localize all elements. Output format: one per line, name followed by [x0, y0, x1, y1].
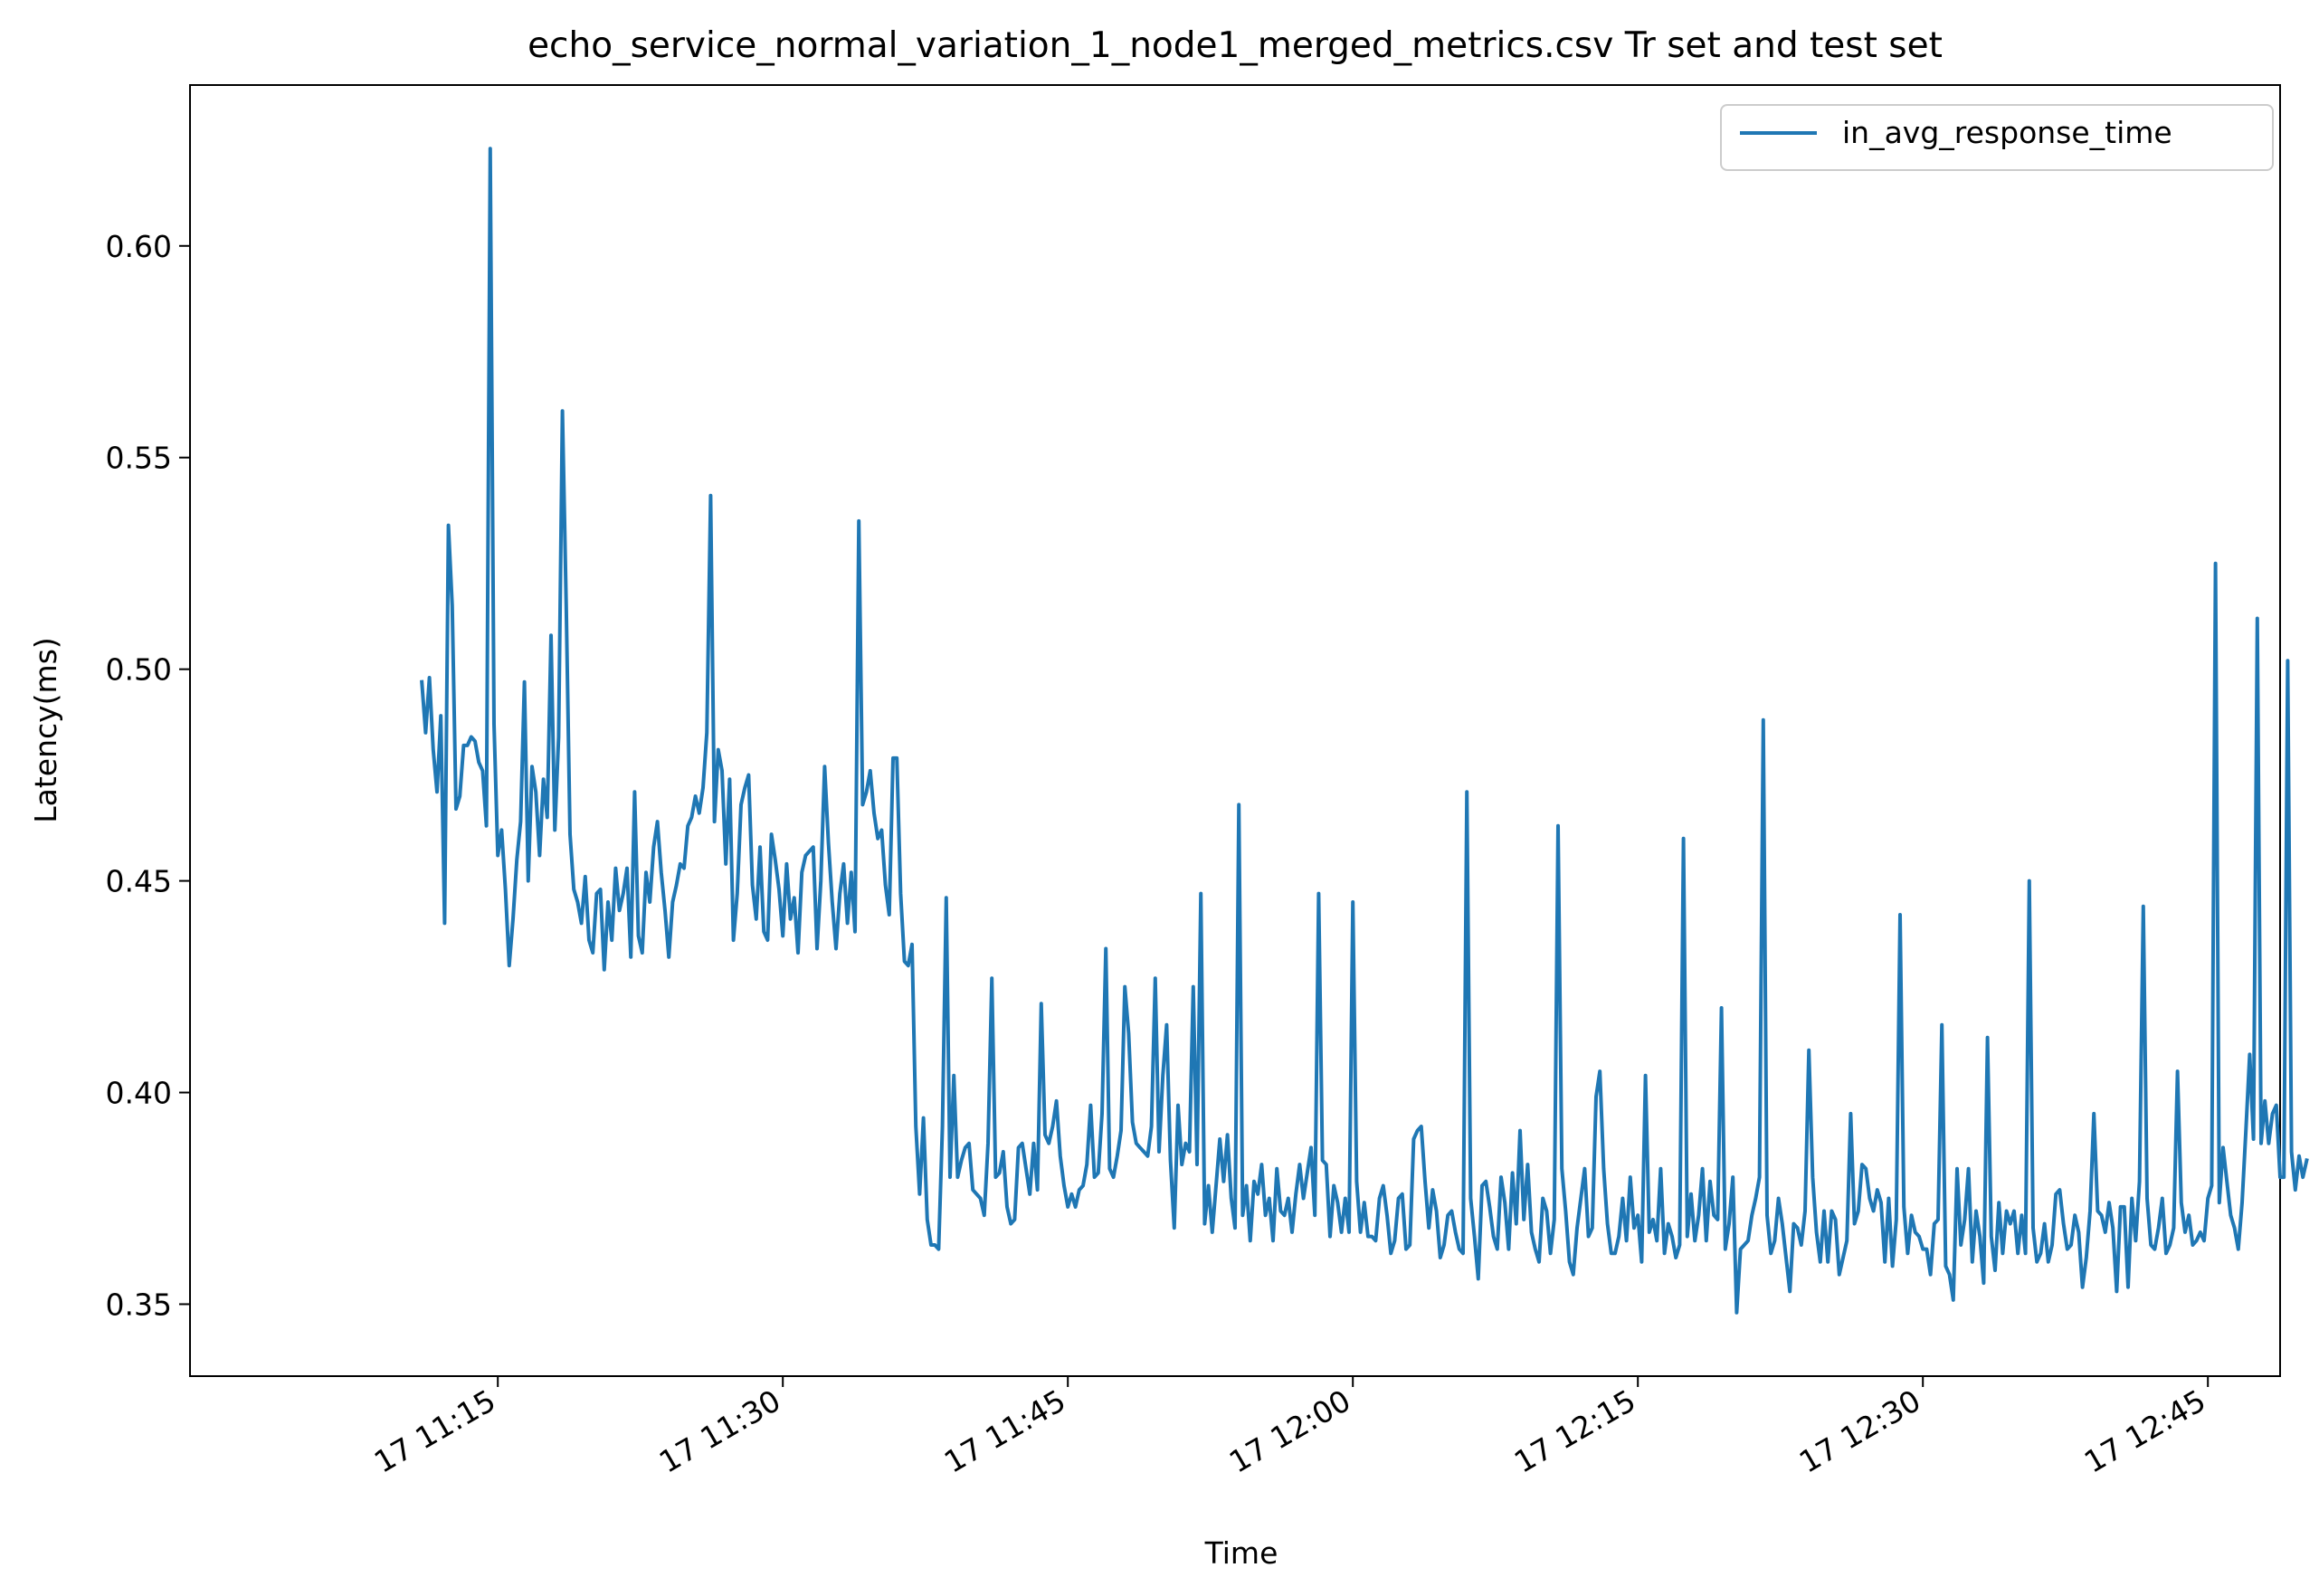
chart-title: echo_service_normal_variation_1_node1_me…: [527, 25, 1943, 66]
y-axis: 0.35 0.40 0.45 0.50 0.55 0.60: [106, 229, 190, 1322]
y-tick-label: 0.60: [106, 229, 172, 264]
legend-label: in_avg_response_time: [1842, 115, 2172, 150]
series-group: [420, 147, 2309, 1315]
legend: in_avg_response_time: [1720, 104, 2274, 171]
plot-area: 0.350.400.450.500.550.60 17 11:15 17 11:3…: [106, 84, 2309, 1480]
y-tick-label: 0.35: [106, 1287, 172, 1322]
y-tick-label: 0.55: [106, 441, 172, 476]
y-tick-label: 0.50: [106, 652, 172, 688]
x-axis-label: Time: [1204, 1535, 1278, 1571]
series-line-in-avg-response-time: [420, 147, 2309, 1315]
legend-box: [1720, 104, 2274, 171]
y-tick-label: 0.45: [106, 864, 172, 899]
y-axis-label: Latency(ms): [28, 637, 63, 823]
y-tick-label: 0.40: [106, 1076, 172, 1111]
